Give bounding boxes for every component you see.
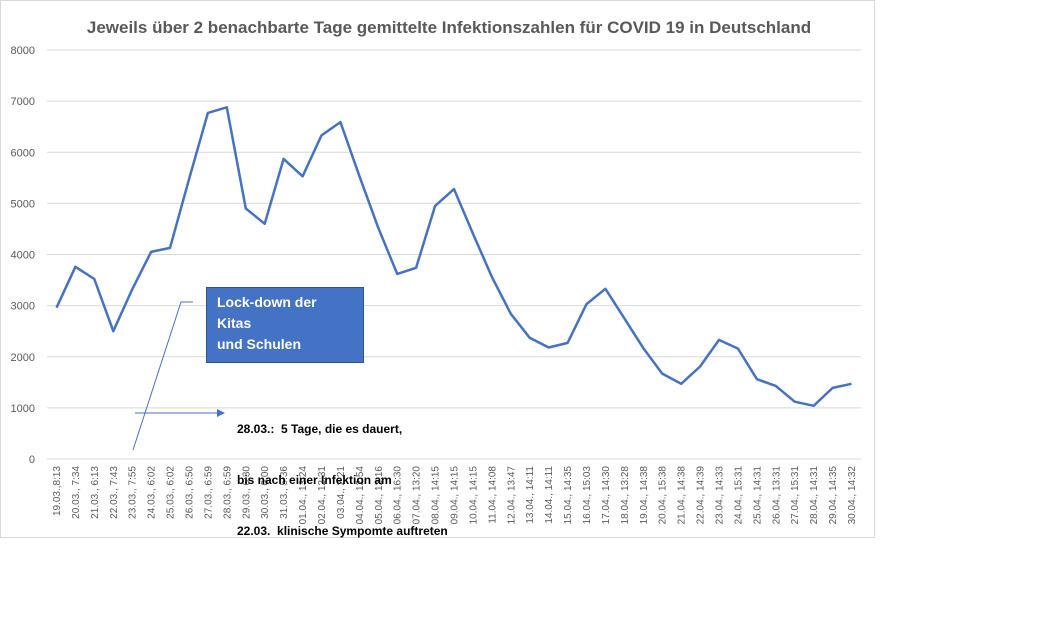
y-tick-label: 4000 [11,250,35,262]
incubation-note: 28.03.: 5 Tage, die es dauert, bis nach … [237,387,448,574]
x-tick-label: 22.03., 7:43 [109,466,120,519]
x-tick-label: 11.04., 14:08 [487,466,498,524]
x-tick-label: 04.04., 12:54 [355,466,366,525]
x-tick-label: 27.03., 6:59 [203,466,214,519]
x-tick-label: 16.04., 15:03 [582,466,593,525]
x-tick-label: 18.04., 13:28 [620,466,631,525]
x-tick-label: 12.04., 13:47 [506,466,517,525]
note-line-3: 22.03. klinische Sympomte auftreten [237,524,448,538]
x-tick-label: 30.03., 0:00 [260,466,271,519]
annotation-arrows [132,301,225,451]
chart-title: Jeweils über 2 benachbarte Tage gemittel… [87,18,811,37]
x-tick-label: 23.04., 14:33 [715,466,726,525]
x-tick-label: 22.04., 14:39 [696,466,707,525]
x-tick-label: 25.04., 14:31 [752,466,763,525]
x-tick-label: 20.03., 7:34 [71,466,82,519]
x-tick-label: 10.04., 14:15 [468,466,479,525]
gridlines [47,49,861,460]
x-tick-label: 01.04., 13:24 [298,466,309,525]
series-layer [55,106,852,408]
y-tick-label: 0 [29,454,35,466]
callout-line-2: und Schulen [217,336,301,352]
x-tick-label: 21.04., 14:38 [677,466,688,525]
x-tick-label: 19.04., 14:38 [639,466,650,525]
y-tick-label: 8000 [11,45,35,57]
note-arrow-head [217,409,225,417]
x-tick-label: 28.03., 6:59 [222,466,233,519]
x-tick-label: 23.03., 7:55 [128,466,139,519]
x-tick-label: 13.04., 14:11 [525,466,536,524]
x-tick-label: 03.04., 2:21 [336,466,347,519]
y-tick-label: 5000 [11,198,35,210]
x-tick-label: 26.03., 6:50 [184,466,195,519]
x-tick-label: 27.04., 15:31 [790,466,801,525]
x-tick-label: 14.04., 14:11 [544,466,555,524]
y-tick-label: 1000 [11,403,35,415]
x-tick-label: 28.04., 14:31 [809,466,820,525]
x-tick-label: 05.04., 12:16 [374,466,385,525]
note-line-1: 28.03.: 5 Tage, die es dauert, [237,422,403,436]
y-tick-label: 6000 [11,147,35,159]
line-chart: Jeweils über 2 benachbarte Tage gemittel… [11,18,861,525]
callout-line-1: Lock-down der Kitas [217,294,317,331]
x-tick-label: 29.03., 6:30 [241,466,252,519]
x-tick-label: 17.04., 14:30 [601,466,612,525]
x-tick-label: 06.04., 16:30 [393,466,404,525]
x-tick-label: 30.04., 14:32 [847,466,858,525]
y-tick-label: 2000 [11,352,35,364]
y-tick-label: 3000 [11,301,35,313]
y-tick-label: 7000 [11,96,35,108]
x-tick-label: 19.03.,8:13 [52,466,63,516]
x-tick-label: 07.04., 13:20 [412,466,423,525]
x-tick-label: 26.04., 13:31 [771,466,782,525]
x-tick-label: 24.03., 6:02 [147,466,158,519]
callout-leader-line [132,301,193,451]
x-tick-label: 21.03., 6:13 [90,466,101,519]
note-line-2: bis nach einer Infektion am [237,473,392,487]
x-tick-label: 09.04., 14:15 [450,466,461,525]
x-axis-ticks: 19.03.,8:13 20.03., 7:34 21.03., 6:13 22.03… [52,466,858,525]
x-tick-label: 08.04., 14:15 [431,466,442,525]
chart-area: Jeweils über 2 benachbarte Tage gemittel… [0,0,875,538]
x-tick-label: 02.04., 12:31 [317,466,328,525]
x-tick-label: 29.04., 14:35 [828,466,839,525]
lockdown-callout: Lock-down der Kitas und Schulen [206,287,364,363]
x-tick-label: 25.03., 6:02 [166,466,177,519]
x-tick-label: 31.03., 5:36 [279,466,290,519]
x-tick-label: 20.04., 15:38 [658,466,669,525]
x-tick-label: 24.04., 15:31 [733,466,744,525]
y-axis-ticks: 0 1000 2000 3000 4000 5000 6000 7000 8000 [11,45,35,466]
x-tick-label: 15.04., 14:35 [563,466,574,525]
